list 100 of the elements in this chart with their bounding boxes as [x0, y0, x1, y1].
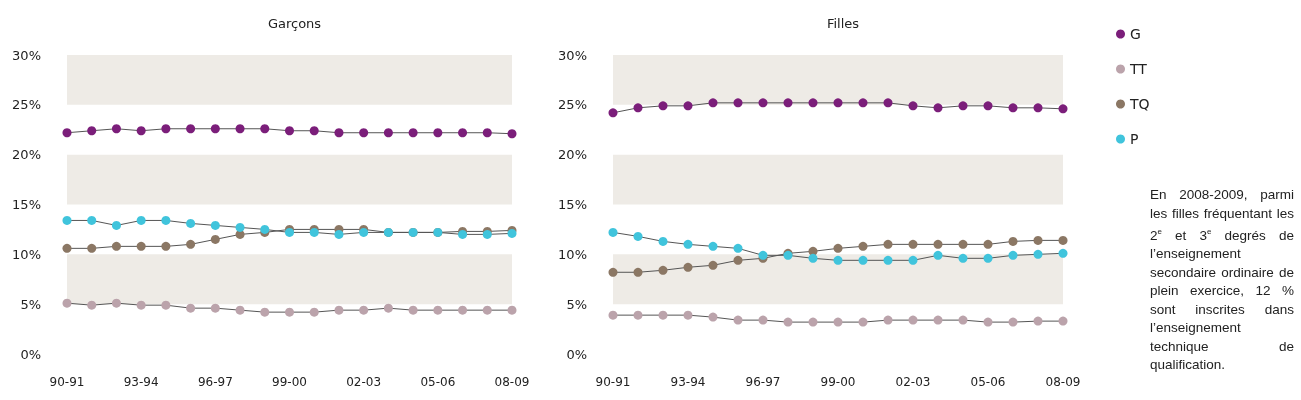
point [1058, 316, 1068, 326]
point [983, 317, 993, 327]
point [608, 227, 618, 237]
x-tick-label: 90-91 [595, 375, 631, 389]
point [858, 98, 868, 108]
point [359, 305, 369, 315]
point [161, 300, 171, 310]
x-tick-label: 96-97 [197, 375, 233, 389]
point [334, 305, 344, 315]
point [858, 255, 868, 265]
point [408, 305, 418, 315]
point [1033, 103, 1043, 113]
y-tick-label: 25% [558, 97, 587, 113]
point [833, 243, 843, 253]
point [783, 317, 793, 327]
point [458, 305, 468, 315]
y-tick-label: 25% [12, 97, 41, 113]
point [683, 239, 693, 249]
point [933, 315, 943, 325]
point [111, 220, 121, 230]
x-tick-label: 90-91 [49, 375, 85, 389]
chart-title: Filles [826, 16, 860, 31]
y-tick-label: 15% [12, 197, 41, 212]
point [958, 253, 968, 263]
point [186, 218, 196, 228]
point [608, 267, 618, 277]
y-tick-label: 10% [12, 246, 41, 262]
y-tick-label: 5% [566, 296, 587, 312]
point [87, 215, 97, 225]
point [983, 239, 993, 249]
point [758, 315, 768, 325]
point [383, 303, 393, 313]
point [161, 215, 171, 225]
x-tick-label: 08-09 [1045, 375, 1081, 389]
point [285, 307, 294, 317]
y-tick-label: 0% [566, 346, 587, 362]
x-tick-label: 93-94 [123, 375, 159, 389]
point [161, 124, 171, 134]
point [608, 108, 618, 118]
x-tick-label: 96-97 [745, 375, 781, 389]
point [833, 317, 843, 327]
point [1058, 104, 1068, 114]
point [683, 262, 693, 272]
point [111, 298, 121, 308]
point [87, 300, 97, 310]
point [1008, 103, 1018, 113]
point [833, 98, 843, 108]
point [658, 265, 668, 275]
point [808, 253, 818, 263]
point [334, 128, 344, 138]
legend-label: G [1130, 26, 1141, 42]
point [359, 128, 369, 138]
x-tick-label: 02-03 [895, 375, 931, 389]
point [708, 312, 718, 322]
point [908, 101, 918, 111]
point [733, 98, 743, 108]
point [210, 220, 220, 230]
point [186, 239, 196, 249]
x-tick-label: 93-94 [670, 375, 706, 389]
point [507, 305, 517, 315]
point [210, 124, 220, 134]
point [708, 241, 718, 251]
point [658, 310, 668, 320]
point [633, 310, 643, 320]
point [908, 255, 918, 265]
text: En 2008-2009, parmi les filles fréquentant les 2$^{e}$ et 3$^{e}$ degrés de l’enseignement secondaire ordinaire de plein exercice, 12 % sont inscrites dans l’enseignement technique de qualification. [1150, 187, 1294, 372]
x-tick-label: 02-03 [346, 375, 382, 389]
point [683, 310, 693, 320]
point [633, 103, 643, 113]
legend-label: TQ [1129, 96, 1150, 112]
y-tick-label: 30% [12, 47, 41, 63]
point [210, 234, 220, 244]
point [858, 241, 868, 251]
point [1008, 250, 1018, 260]
point [683, 101, 693, 111]
point [186, 124, 196, 134]
y-tick-label: 0% [20, 346, 41, 362]
point [633, 231, 643, 241]
point [136, 241, 146, 251]
x-tick-label: 08-09 [494, 375, 530, 389]
point [908, 239, 918, 249]
point [87, 126, 97, 136]
point [958, 101, 968, 111]
point [136, 300, 146, 310]
y-tick-label: 20% [558, 147, 587, 163]
point [933, 239, 943, 249]
point [507, 129, 517, 139]
point [235, 305, 245, 315]
point [958, 315, 968, 325]
x-tick-label: 99-00 [272, 375, 307, 389]
point [883, 239, 893, 249]
point [235, 222, 245, 232]
point [883, 98, 893, 108]
point [458, 128, 468, 138]
point [62, 128, 72, 138]
point [808, 98, 818, 108]
point [883, 255, 893, 265]
point [933, 250, 943, 260]
point [958, 239, 968, 249]
point [758, 98, 768, 108]
